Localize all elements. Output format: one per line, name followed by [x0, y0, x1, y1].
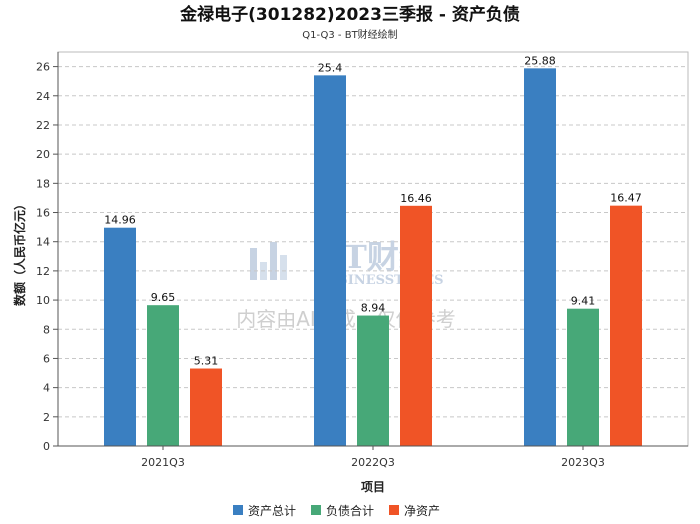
bars: [104, 68, 642, 447]
y-tick-label: 16: [36, 207, 50, 220]
legend: 资产总计 负债合计 净资产: [233, 503, 440, 518]
data-label: 8.94: [361, 302, 386, 315]
bar: [190, 368, 222, 446]
data-label: 16.47: [610, 192, 642, 205]
data-label: 9.41: [571, 295, 596, 308]
watermark-logo-icon: [250, 242, 287, 280]
axes: [53, 52, 688, 450]
bar: [314, 75, 346, 446]
legend-entry: 负债合计: [326, 503, 374, 518]
y-axis-label: 数额（人民币亿元）: [12, 198, 27, 306]
bar: [147, 305, 179, 446]
bar: [610, 205, 642, 446]
y-tick-label: 22: [36, 119, 50, 132]
data-label: 16.46: [400, 192, 432, 205]
x-tick-label: 2022Q3: [351, 456, 395, 469]
data-label: 25.88: [524, 54, 556, 67]
data-label: 5.31: [194, 355, 219, 368]
y-tick-label: 8: [43, 323, 50, 336]
y-tick-label: 26: [36, 61, 50, 74]
data-labels: 14.96 9.65 5.31 25.4 8.94 16.46 25.88 9.41 16.47: [104, 54, 642, 367]
data-label: 25.4: [318, 61, 343, 74]
y-tick-label: 20: [36, 148, 50, 161]
bar: [104, 227, 136, 446]
x-tick-label: 2021Q3: [141, 456, 185, 469]
legend-swatch: [233, 505, 243, 515]
legend-swatch: [389, 505, 399, 515]
y-tick-label: 4: [43, 382, 50, 395]
y-tick-label: 12: [36, 265, 50, 278]
y-tick-label: 18: [36, 177, 50, 190]
y-tick-label: 6: [43, 352, 50, 365]
bar: [357, 315, 389, 446]
y-tick-label: 0: [43, 440, 50, 453]
legend-swatch: [311, 505, 321, 515]
y-tick-label: 14: [36, 236, 50, 249]
bar: [524, 68, 556, 447]
chart-subtitle: Q1-Q3 - BT财经绘制: [302, 28, 397, 41]
chart-title: 金禄电子(301282)2023三季报 - 资产负债: [179, 4, 520, 25]
legend-entry: 资产总计: [248, 504, 296, 518]
bar: [400, 205, 432, 446]
data-label: 9.65: [151, 291, 176, 304]
y-tick-label: 10: [36, 294, 50, 307]
legend-entry: 净资产: [404, 504, 440, 518]
y-tick-label: 2: [43, 411, 50, 424]
x-axis-label: 项目: [361, 480, 385, 494]
x-tick-label: 2023Q3: [561, 456, 605, 469]
data-label: 14.96: [104, 214, 136, 227]
bar: [567, 308, 599, 446]
y-tick-label: 24: [36, 90, 50, 103]
